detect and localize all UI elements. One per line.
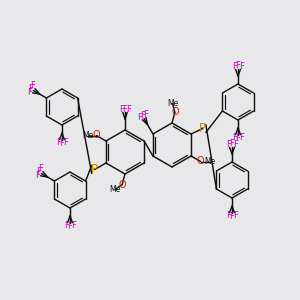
Text: F: F	[230, 139, 234, 148]
Text: O: O	[171, 107, 179, 117]
Text: F: F	[140, 111, 145, 120]
Text: F: F	[119, 105, 124, 114]
Text: P: P	[91, 163, 98, 176]
Text: F: F	[28, 84, 33, 93]
Text: F: F	[226, 212, 231, 220]
Text: F: F	[138, 113, 142, 122]
Text: F: F	[35, 171, 40, 180]
Text: F: F	[239, 61, 244, 70]
Text: F: F	[239, 134, 244, 142]
Text: P: P	[199, 122, 206, 135]
Text: F: F	[236, 61, 240, 70]
Text: F: F	[232, 134, 237, 142]
Text: O: O	[118, 180, 126, 190]
Text: O: O	[93, 130, 100, 140]
Text: F: F	[38, 164, 43, 173]
Text: F: F	[36, 167, 41, 176]
Text: Me: Me	[204, 157, 215, 166]
Text: F: F	[60, 139, 64, 148]
Text: F: F	[126, 105, 130, 114]
Text: Me: Me	[82, 131, 93, 140]
Text: F: F	[30, 82, 35, 91]
Text: F: F	[27, 88, 32, 97]
Text: F: F	[68, 222, 72, 231]
Text: F: F	[230, 212, 234, 221]
Text: F: F	[226, 140, 231, 148]
Text: Me: Me	[109, 185, 120, 194]
Text: F: F	[56, 138, 61, 147]
Text: O: O	[197, 157, 204, 166]
Text: F: F	[123, 104, 128, 113]
Text: F: F	[236, 134, 240, 143]
Text: F: F	[143, 110, 148, 119]
Text: F: F	[64, 221, 69, 230]
Text: F: F	[71, 221, 76, 230]
Text: F: F	[232, 61, 237, 70]
Text: F: F	[233, 212, 238, 220]
Text: F: F	[63, 138, 68, 147]
Text: Me: Me	[167, 99, 178, 108]
Text: F: F	[233, 140, 238, 148]
